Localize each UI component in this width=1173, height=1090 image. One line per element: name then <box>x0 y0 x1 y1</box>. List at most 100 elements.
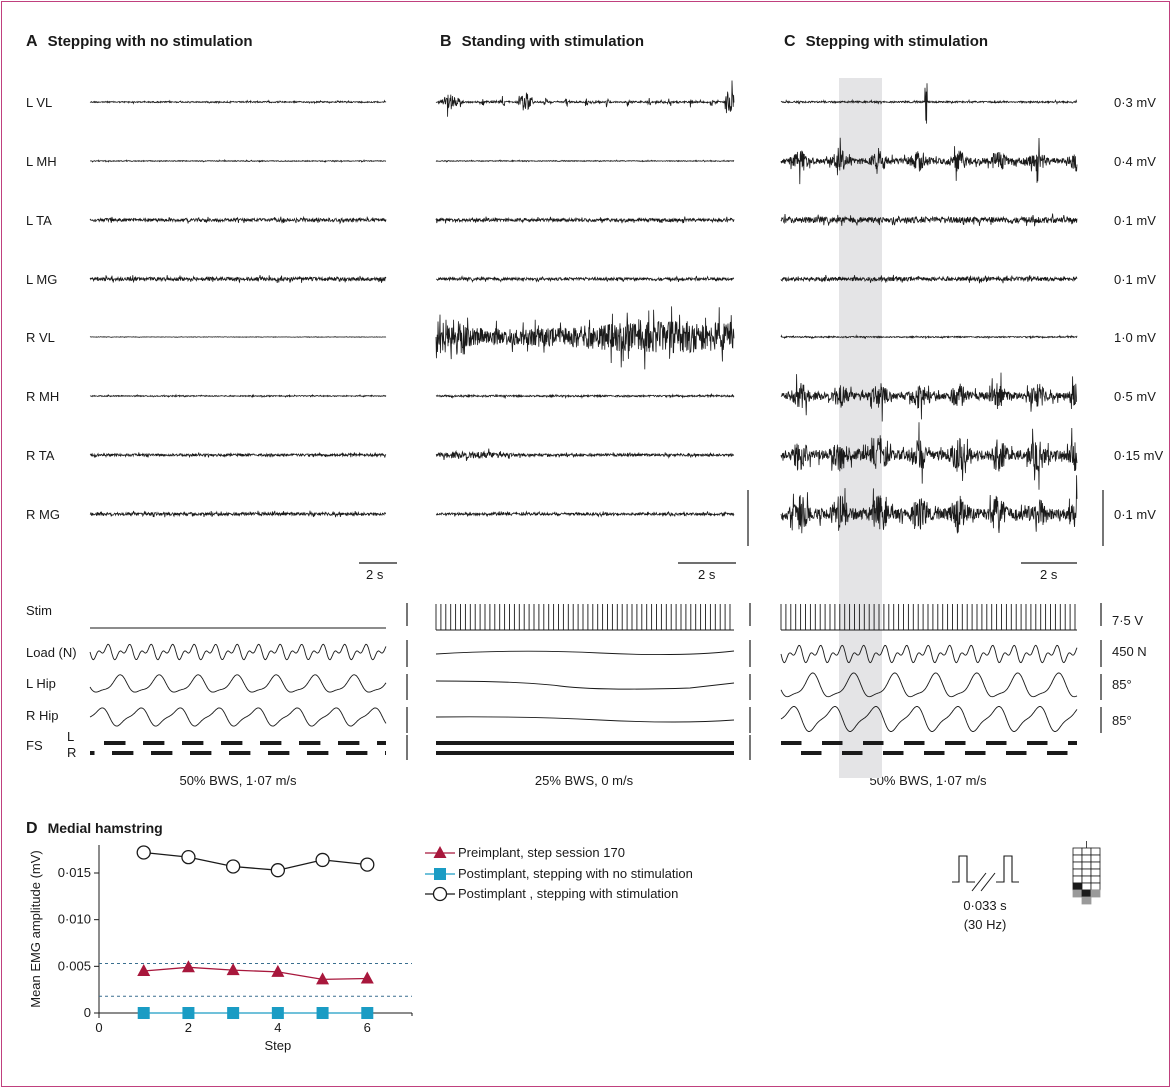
emg-trace-a-2 <box>90 158 387 164</box>
panel-d-title: D Medial hamstring <box>26 820 163 837</box>
emg-trace-a-6 <box>89 393 387 399</box>
electrode-contact <box>1072 861 1083 870</box>
stim-period-label: 0·033 s <box>963 898 1007 913</box>
x-tick-label: 0 <box>95 1020 102 1035</box>
emg-label-l-mg: L MG <box>26 272 58 287</box>
data-point-with-stim <box>225 859 241 874</box>
emg-label-r-ta: R TA <box>26 448 55 463</box>
panel-b-title: B Standing with stimulation <box>440 33 645 50</box>
kin-scale-stim: 7·5 V <box>1112 613 1144 628</box>
data-point-preimplant <box>226 963 240 976</box>
emg-trace-b-5 <box>435 306 735 370</box>
emg-trace-b-7 <box>435 448 735 462</box>
time-scale-c-label: 2 s <box>1040 567 1058 582</box>
emg-label-l-vl: L VL <box>26 95 53 110</box>
emg-trace-c-4 <box>780 274 1078 284</box>
x-tick-label: 4 <box>274 1020 281 1035</box>
time-scale-a-label: 2 s <box>366 567 384 582</box>
electrode-contact <box>1090 868 1101 877</box>
y-tick-label: 0·005 <box>58 958 91 973</box>
electrode-anode <box>1090 889 1101 898</box>
load-trace-b <box>435 650 735 656</box>
emg-trace-c-1 <box>780 83 1078 124</box>
emg-label-l-ta: L TA <box>26 213 52 228</box>
electrode-contact <box>1090 882 1101 891</box>
electrode-contact <box>1081 861 1092 870</box>
kin-scale-load: 450 N <box>1112 644 1147 659</box>
emg-trace-a-8 <box>89 510 387 518</box>
electrode-contact <box>1081 882 1092 891</box>
series-line-1 <box>143 966 368 981</box>
y-tick-label: 0·015 <box>58 865 91 880</box>
emg-scale-r-ta: 0·15 mV <box>1114 448 1164 463</box>
kin-scale-l-hip: 85° <box>1112 677 1132 692</box>
data-point-no-stim <box>137 1007 150 1019</box>
stim-trace-b <box>435 604 734 631</box>
legend-marker-with-stim <box>432 886 448 902</box>
emg-trace-b-3 <box>435 216 735 224</box>
data-point-no-stim <box>227 1007 240 1019</box>
kin-label-r-hip: R Hip <box>26 708 59 723</box>
emg-scale-r-vl: 1·0 mV <box>1114 330 1156 345</box>
emg-scale-l-ta: 0·1 mV <box>1114 213 1156 228</box>
stim-pulse-diagram <box>952 855 1019 883</box>
legend-marker-preimplant <box>433 846 447 858</box>
highlight-band <box>839 78 882 778</box>
panel-c-title: C Stepping with stimulation <box>784 33 989 50</box>
electrode-contact <box>1090 847 1101 856</box>
electrode-contact <box>1081 854 1092 863</box>
kin-label-fs-left: L <box>67 729 75 744</box>
kin-label-fs: FS <box>26 738 43 753</box>
emg-trace-c-8 <box>780 475 1078 534</box>
electrode-contact <box>1072 847 1083 856</box>
data-point-with-stim <box>136 845 151 860</box>
data-point-preimplant <box>360 971 374 984</box>
emg-trace-a-5 <box>89 336 387 339</box>
emg-trace-a-7 <box>89 451 387 459</box>
electrode-contact <box>1072 868 1083 877</box>
stim-freq-label: (30 Hz) <box>963 917 1007 932</box>
electrode-cathode <box>1072 882 1083 891</box>
emg-trace-b-2 <box>435 159 735 163</box>
emg-label-r-vl: R VL <box>26 330 55 345</box>
panel-a-title: A Stepping with no stimulation <box>26 33 253 50</box>
emg-scale-r-mh: 0·5 mV <box>1114 389 1156 404</box>
data-point-no-stim <box>271 1007 284 1019</box>
r-hip-trace-c <box>780 706 1078 732</box>
emg-trace-c-5 <box>780 334 1078 340</box>
data-point-preimplant <box>137 964 151 976</box>
emg-scale-r-mg: 0·1 mV <box>1114 507 1156 522</box>
legend-item-no-stim: Postimplant, stepping with no stimulatio… <box>458 866 693 881</box>
emg-trace-c-2 <box>780 137 1078 185</box>
l-hip-trace-a <box>89 674 387 693</box>
data-point-preimplant <box>316 972 330 985</box>
kin-label-stim: Stim <box>26 603 52 618</box>
legend-item-with-stim: Postimplant , stepping with stimulation <box>458 886 679 901</box>
condition-b: 25% BWS, 0 m/s <box>534 773 634 788</box>
condition-a: 50% BWS, 1·07 m/s <box>179 773 297 788</box>
emg-trace-b-6 <box>435 392 735 400</box>
y-tick-label: 0·010 <box>58 912 91 927</box>
x-axis-label: Step <box>264 1038 291 1053</box>
data-point-with-stim <box>315 852 330 868</box>
electrode-contact <box>1090 861 1101 870</box>
kin-label-l-hip: L Hip <box>26 676 56 691</box>
kin-label-load: Load (N) <box>26 645 77 660</box>
electrode-cathode <box>1081 889 1092 898</box>
stim-break-marks <box>971 872 996 892</box>
data-point-with-stim <box>181 849 196 865</box>
r-hip-trace-a <box>89 707 387 727</box>
series-line-3 <box>143 851 368 871</box>
electrode-contact <box>1072 875 1083 884</box>
r-hip-trace-b <box>435 716 735 723</box>
electrode-contact <box>1081 868 1092 877</box>
x-tick-label: 2 <box>185 1020 192 1035</box>
emg-trace-b-1 <box>435 80 735 117</box>
emg-scale-l-vl: 0·3 mV <box>1114 95 1156 110</box>
emg-trace-c-3 <box>780 213 1078 227</box>
emg-scale-l-mg: 0·1 mV <box>1114 272 1156 287</box>
electrode-contact <box>1081 875 1092 884</box>
emg-scale-l-mh: 0·4 mV <box>1114 154 1156 169</box>
